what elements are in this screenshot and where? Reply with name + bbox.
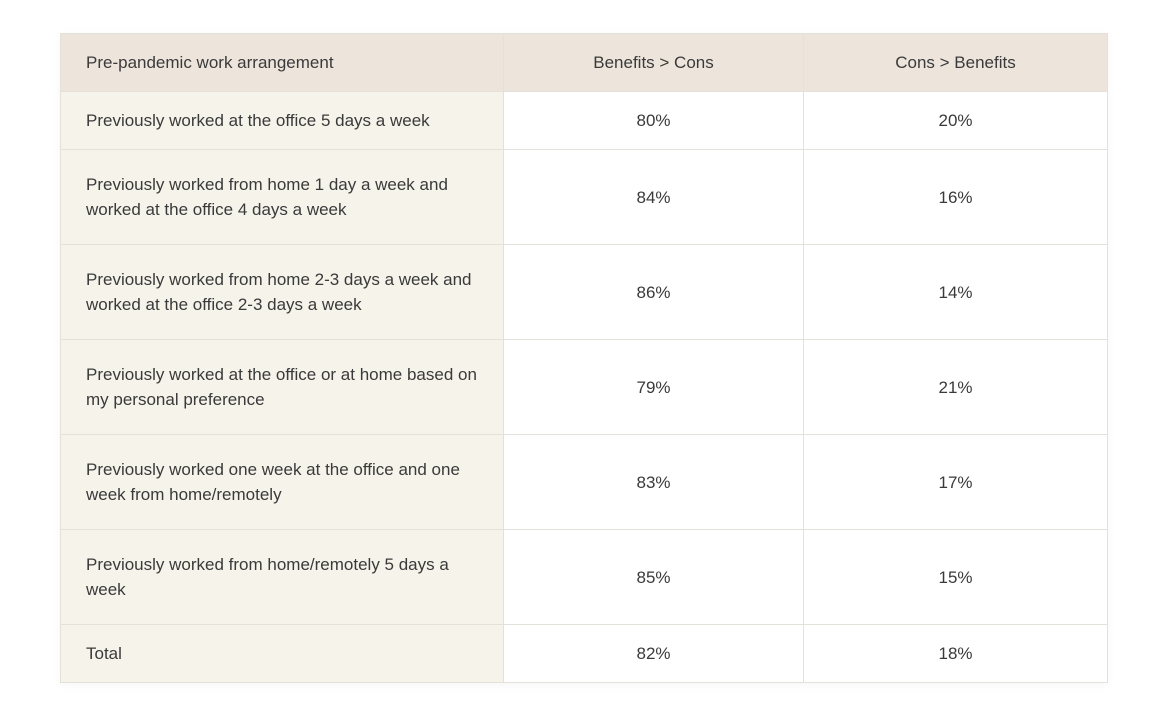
total-label: Total xyxy=(60,624,504,683)
header-row: Pre-pandemic work arrangement Benefits >… xyxy=(60,33,1108,92)
total-cons-value: 18% xyxy=(803,624,1108,683)
cons-value: 21% xyxy=(803,339,1108,435)
table-row: Previously worked from home 2-3 days a w… xyxy=(60,244,1108,340)
benefits-value: 79% xyxy=(503,339,804,435)
cons-value: 15% xyxy=(803,529,1108,625)
row-label: Previously worked from home 1 day a week… xyxy=(60,149,504,245)
row-label: Previously worked at the office 5 days a… xyxy=(60,91,504,150)
benefits-value: 84% xyxy=(503,149,804,245)
cons-value: 16% xyxy=(803,149,1108,245)
table-row: Previously worked at the office or at ho… xyxy=(60,339,1108,435)
column-header-arrangement: Pre-pandemic work arrangement xyxy=(60,33,504,92)
row-label: Previously worked at the office or at ho… xyxy=(60,339,504,435)
column-header-cons: Cons > Benefits xyxy=(803,33,1108,92)
table-header: Pre-pandemic work arrangement Benefits >… xyxy=(60,33,1108,92)
column-header-benefits: Benefits > Cons xyxy=(503,33,804,92)
table-row: Previously worked from home/remotely 5 d… xyxy=(60,529,1108,625)
total-row: Total 82% 18% xyxy=(60,624,1108,683)
row-label: Previously worked from home/remotely 5 d… xyxy=(60,529,504,625)
table-row: Previously worked at the office 5 days a… xyxy=(60,91,1108,150)
benefits-value: 86% xyxy=(503,244,804,340)
cons-value: 17% xyxy=(803,434,1108,530)
benefits-value: 83% xyxy=(503,434,804,530)
total-benefits-value: 82% xyxy=(503,624,804,683)
table-row: Previously worked one week at the office… xyxy=(60,434,1108,530)
cons-value: 20% xyxy=(803,91,1108,150)
benefits-value: 85% xyxy=(503,529,804,625)
row-label: Previously worked from home 2-3 days a w… xyxy=(60,244,504,340)
benefits-value: 80% xyxy=(503,91,804,150)
row-label: Previously worked one week at the office… xyxy=(60,434,504,530)
table-body: Previously worked at the office 5 days a… xyxy=(60,91,1108,683)
cons-value: 14% xyxy=(803,244,1108,340)
work-arrangement-table-container: Pre-pandemic work arrangement Benefits >… xyxy=(60,33,1108,683)
table-row: Previously worked from home 1 day a week… xyxy=(60,149,1108,245)
work-arrangement-table: Pre-pandemic work arrangement Benefits >… xyxy=(60,33,1108,683)
